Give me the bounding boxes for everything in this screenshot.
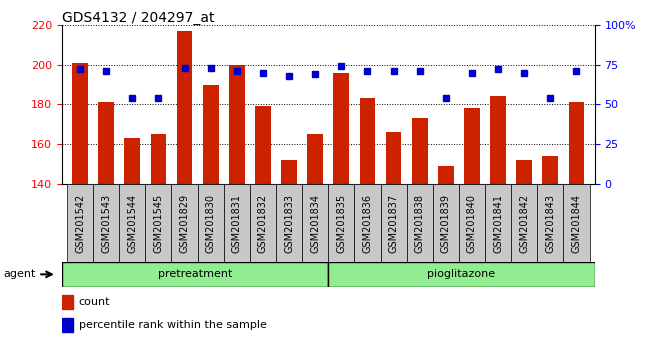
Bar — [62, 295, 73, 309]
Text: GDS4132 / 204297_at: GDS4132 / 204297_at — [62, 11, 214, 25]
Bar — [433, 184, 459, 262]
Bar — [62, 318, 73, 332]
Text: GSM201542: GSM201542 — [75, 193, 85, 253]
Bar — [511, 184, 538, 262]
Bar — [564, 184, 590, 262]
Bar — [328, 262, 595, 287]
Text: GSM201832: GSM201832 — [258, 193, 268, 253]
Text: GSM201831: GSM201831 — [232, 194, 242, 252]
Bar — [72, 63, 88, 184]
Text: GSM201836: GSM201836 — [363, 194, 372, 252]
Bar — [93, 184, 119, 262]
Bar — [177, 31, 192, 184]
Text: agent: agent — [3, 269, 36, 279]
Bar — [385, 132, 402, 184]
Bar — [464, 108, 480, 184]
Text: GSM201838: GSM201838 — [415, 194, 424, 252]
Bar — [151, 134, 166, 184]
Bar — [229, 64, 244, 184]
Bar — [459, 184, 485, 262]
Bar — [119, 184, 146, 262]
Bar — [538, 184, 564, 262]
Bar — [281, 160, 297, 184]
Text: GSM201843: GSM201843 — [545, 194, 555, 252]
Text: count: count — [79, 297, 110, 307]
Text: GSM201842: GSM201842 — [519, 193, 529, 253]
Text: GSM201833: GSM201833 — [284, 194, 294, 252]
Text: GSM201835: GSM201835 — [336, 193, 346, 253]
Bar — [485, 184, 511, 262]
Bar — [250, 184, 276, 262]
Text: GSM201841: GSM201841 — [493, 194, 503, 252]
Text: GSM201837: GSM201837 — [389, 193, 398, 253]
Text: GSM201844: GSM201844 — [571, 194, 582, 252]
Bar — [516, 160, 532, 184]
Bar — [380, 184, 407, 262]
Text: pioglitazone: pioglitazone — [428, 269, 495, 279]
Bar — [490, 96, 506, 184]
Bar — [224, 184, 250, 262]
Bar — [203, 85, 218, 184]
Bar — [98, 102, 114, 184]
Bar — [302, 184, 328, 262]
Text: GSM201543: GSM201543 — [101, 193, 111, 253]
Bar — [124, 138, 140, 184]
Text: GSM201544: GSM201544 — [127, 193, 137, 253]
Bar — [333, 73, 349, 184]
Text: GSM201834: GSM201834 — [310, 194, 320, 252]
Text: GSM201830: GSM201830 — [205, 194, 216, 252]
Bar — [328, 184, 354, 262]
Bar — [67, 184, 93, 262]
Bar — [543, 156, 558, 184]
Text: GSM201840: GSM201840 — [467, 194, 477, 252]
Bar — [354, 184, 380, 262]
Bar — [255, 107, 271, 184]
Bar — [412, 118, 428, 184]
Text: GSM201545: GSM201545 — [153, 193, 163, 253]
Bar — [407, 184, 433, 262]
Bar — [146, 184, 172, 262]
Bar — [307, 134, 323, 184]
Bar — [198, 184, 224, 262]
Bar — [62, 262, 328, 287]
Bar — [359, 98, 375, 184]
Text: GSM201839: GSM201839 — [441, 194, 451, 252]
Bar — [438, 166, 454, 184]
Text: percentile rank within the sample: percentile rank within the sample — [79, 320, 266, 330]
Text: GSM201829: GSM201829 — [179, 193, 190, 253]
Bar — [172, 184, 198, 262]
Bar — [569, 102, 584, 184]
Text: pretreatment: pretreatment — [158, 269, 232, 279]
Bar — [276, 184, 302, 262]
